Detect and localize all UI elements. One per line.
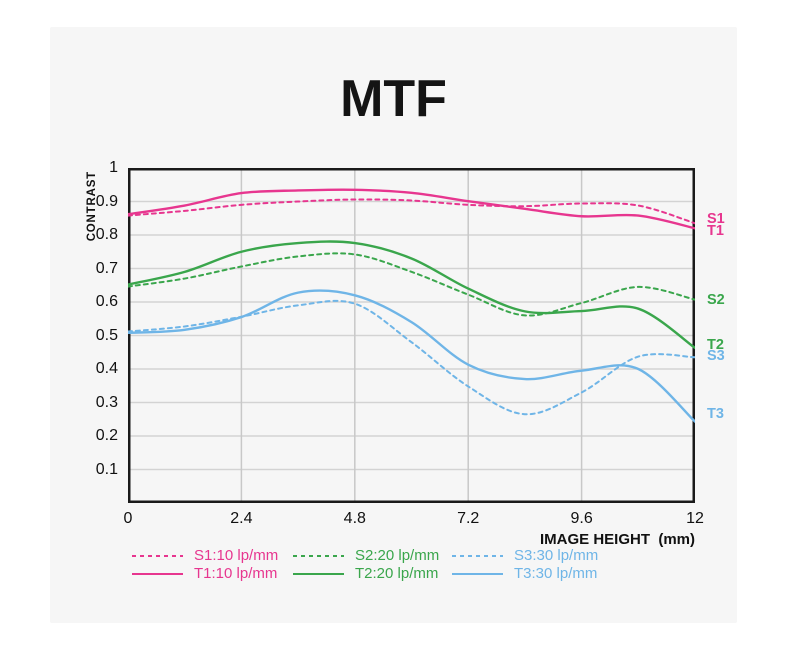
chart-title: MTF	[340, 70, 447, 128]
curve-T3	[128, 289, 695, 423]
legend-label: T2:20 lp/mm	[355, 565, 439, 582]
y-tick-label: 0.7	[95, 259, 118, 277]
x-axis-title: IMAGE HEIGHT (mm)	[539, 531, 695, 548]
legend-item-T3: T3:30 lp/mm	[452, 565, 598, 583]
x-tick-label: 4.8	[343, 510, 366, 527]
y-tick-label: 0.2	[95, 427, 118, 444]
curve-T1	[128, 188, 695, 230]
mtf-plot	[128, 168, 695, 503]
y-tick-label: 0.9	[95, 192, 118, 210]
solid-line-swatch	[293, 573, 344, 575]
curve-S3	[128, 299, 695, 416]
legend-label: S2:20 lp/mm	[355, 547, 440, 564]
y-tick-label: 0.8	[95, 226, 118, 243]
curve-label-T1: T1	[707, 222, 724, 239]
mtf-chart-card: MTF CONTRAST 1 0.9 0.8 0.7 0.6 0.5 0.4 0.3 0.2 0.…	[50, 27, 737, 623]
legend-label: S3:30 lp/mm	[514, 547, 599, 564]
legend-label: T1:10 lp/mm	[194, 565, 278, 582]
dashed-line-swatch	[132, 555, 183, 557]
legend-item-T1: T1:10 lp/mm	[132, 565, 278, 583]
curve-S1	[128, 198, 695, 225]
dashed-line-swatch	[293, 555, 344, 557]
legend-column: S3:30 lp/mm T3:30 lp/mm	[452, 547, 598, 583]
x-tick-label: 0	[123, 510, 133, 527]
legend-column: S1:10 lp/mm T1:10 lp/mm	[132, 547, 278, 583]
solid-line-swatch	[452, 573, 503, 575]
y-tick-label: 0.5	[95, 326, 118, 344]
y-tick-label: 1	[109, 159, 118, 176]
curve-label-S3: S3	[707, 347, 725, 364]
legend-item-S3: S3:30 lp/mm	[452, 547, 598, 565]
x-tick-label: 2.4	[230, 510, 253, 527]
curve-label-S1: S1	[707, 210, 725, 227]
legend-item-S1: S1:10 lp/mm	[132, 547, 278, 565]
curve-label-T3: T3	[707, 405, 724, 422]
legend-label: T3:30 lp/mm	[514, 565, 598, 582]
curve-label-S2: S2	[707, 291, 725, 308]
legend-item-S2: S2:20 lp/mm	[293, 547, 439, 565]
x-tick-label: 9.6	[570, 510, 593, 527]
legend-label: S1:10 lp/mm	[194, 547, 279, 564]
legend-item-T2: T2:20 lp/mm	[293, 565, 439, 583]
dashed-line-swatch	[452, 555, 503, 557]
x-tick-label: 12	[686, 510, 704, 527]
y-tick-label: 0.1	[95, 460, 118, 478]
solid-line-swatch	[132, 573, 183, 575]
curve-T2	[128, 240, 695, 350]
legend-column: S2:20 lp/mm T2:20 lp/mm	[293, 547, 439, 583]
y-tick-label: 0.3	[95, 393, 118, 411]
curve-S2	[128, 252, 695, 317]
plot-frame	[128, 168, 695, 503]
curve-label-T2: T2	[707, 336, 724, 353]
y-tick-label: 0.6	[95, 293, 118, 310]
x-tick-label: 7.2	[457, 510, 480, 527]
y-tick-label: 0.4	[95, 360, 118, 377]
